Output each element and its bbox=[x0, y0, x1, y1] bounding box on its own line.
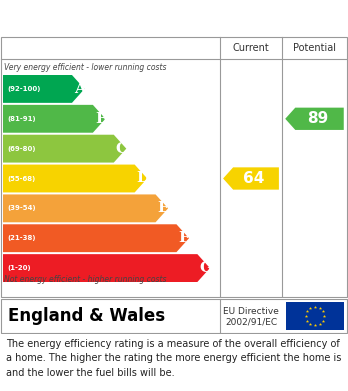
Polygon shape bbox=[285, 108, 344, 130]
Text: (1-20): (1-20) bbox=[7, 265, 31, 271]
Polygon shape bbox=[3, 194, 168, 222]
Polygon shape bbox=[3, 224, 189, 252]
Text: (55-68): (55-68) bbox=[7, 176, 35, 181]
Text: (92-100): (92-100) bbox=[7, 86, 40, 92]
Text: B: B bbox=[95, 112, 108, 126]
Text: 89: 89 bbox=[307, 111, 328, 126]
Text: E: E bbox=[158, 201, 169, 215]
Text: (81-91): (81-91) bbox=[7, 116, 35, 122]
Text: Not energy efficient - higher running costs: Not energy efficient - higher running co… bbox=[4, 275, 166, 284]
Text: (39-54): (39-54) bbox=[7, 205, 35, 212]
Text: Potential: Potential bbox=[293, 43, 336, 53]
Text: Energy Efficiency Rating: Energy Efficiency Rating bbox=[10, 9, 239, 27]
Text: (21-38): (21-38) bbox=[7, 235, 35, 241]
Text: Very energy efficient - lower running costs: Very energy efficient - lower running co… bbox=[4, 63, 166, 72]
Text: England & Wales: England & Wales bbox=[8, 307, 165, 325]
Text: F: F bbox=[179, 231, 189, 245]
Text: D: D bbox=[137, 172, 150, 185]
Polygon shape bbox=[223, 167, 279, 190]
Polygon shape bbox=[3, 135, 126, 163]
Polygon shape bbox=[3, 75, 85, 103]
Polygon shape bbox=[3, 165, 147, 192]
Text: EU Directive: EU Directive bbox=[223, 307, 279, 316]
Text: A: A bbox=[74, 82, 86, 96]
Text: C: C bbox=[116, 142, 128, 156]
Bar bbox=[286, 302, 344, 330]
Polygon shape bbox=[3, 105, 105, 133]
Text: G: G bbox=[199, 261, 212, 275]
Text: (69-80): (69-80) bbox=[7, 145, 35, 152]
Polygon shape bbox=[3, 254, 210, 282]
Text: Current: Current bbox=[232, 43, 269, 53]
Text: The energy efficiency rating is a measure of the overall efficiency of a home. T: The energy efficiency rating is a measur… bbox=[6, 339, 341, 378]
Text: 64: 64 bbox=[243, 171, 264, 186]
Text: 2002/91/EC: 2002/91/EC bbox=[225, 317, 277, 326]
